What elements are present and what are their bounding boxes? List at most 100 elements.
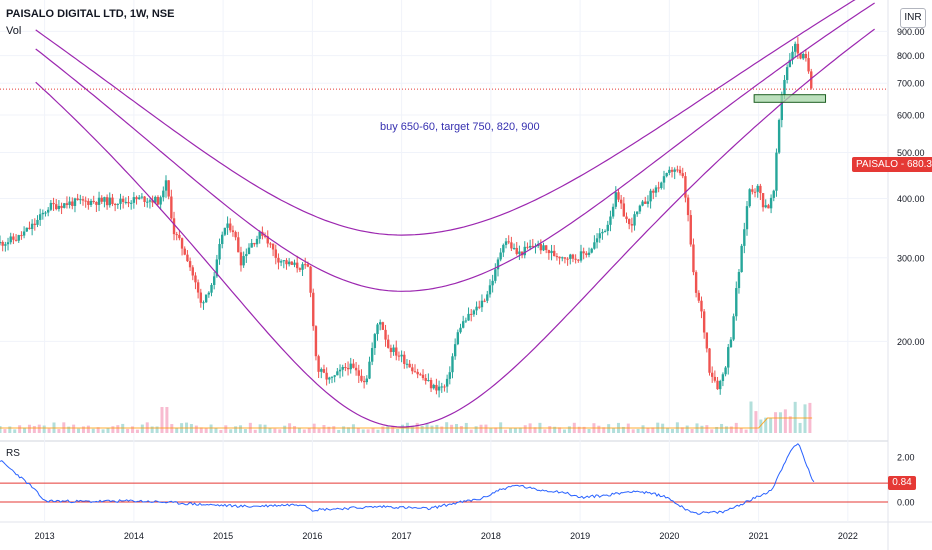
volume-bar: [131, 426, 135, 433]
candle-body: [76, 198, 79, 201]
volume-bar: [715, 426, 719, 433]
channel-curve: [35, 28, 875, 428]
candle-body: [411, 367, 414, 372]
candle-body: [419, 374, 422, 376]
candle-body: [269, 243, 272, 245]
candle-body: [12, 236, 15, 240]
candle-body: [641, 201, 644, 206]
candle-body: [684, 176, 687, 198]
candle-body: [362, 380, 366, 383]
candle-body: [84, 200, 87, 202]
volume-bar: [307, 428, 311, 433]
candle-body: [502, 244, 505, 253]
time-tick-label: 2015: [213, 531, 233, 541]
candle-body: [111, 197, 114, 205]
candle-body: [378, 322, 382, 325]
price-axis-bg: [888, 0, 932, 550]
candle-body: [662, 176, 666, 183]
candle-body: [566, 258, 569, 260]
candle-body: [14, 239, 18, 241]
candle-body: [558, 256, 561, 259]
volume-bar: [175, 427, 179, 433]
candle-body: [453, 344, 457, 357]
candle-body: [44, 212, 47, 214]
candle-body: [204, 294, 208, 303]
candle-body: [772, 190, 775, 198]
candle-body: [432, 384, 435, 389]
candle-body: [180, 238, 184, 249]
price-tick-label: 700.00: [897, 79, 925, 89]
volume-bar: [126, 428, 130, 433]
candle-body: [710, 372, 714, 377]
candle-body: [459, 327, 462, 333]
volume-bar: [562, 429, 566, 433]
candle-body: [397, 355, 401, 357]
candle-body: [354, 367, 358, 371]
candle-body: [293, 262, 296, 265]
candle-body: [542, 245, 545, 251]
candle-body: [724, 367, 727, 375]
candle-body: [550, 250, 553, 254]
volume-bar: [106, 428, 110, 433]
candle-body: [170, 196, 173, 219]
candle-body: [242, 256, 245, 266]
currency-button[interactable]: INR: [900, 8, 926, 28]
candle-body: [729, 339, 733, 348]
candle-body: [389, 347, 393, 353]
candle-body: [154, 196, 157, 203]
candle-body: [221, 234, 224, 245]
volume-bar: [489, 428, 493, 433]
candle-body: [775, 152, 778, 191]
candle-body: [614, 192, 617, 207]
volume-bar: [798, 422, 802, 433]
volume-bar: [582, 426, 586, 433]
candle-body: [451, 356, 454, 373]
candle-body: [309, 266, 312, 293]
candle-body: [207, 292, 211, 295]
candle-body: [555, 256, 559, 258]
candle-body: [788, 59, 792, 68]
candle-body: [135, 197, 138, 200]
candle-body: [167, 180, 170, 197]
candle-body: [756, 185, 759, 192]
candle-body: [413, 371, 417, 373]
volume-bar: [273, 428, 277, 433]
candle-body: [373, 334, 377, 349]
candle-body: [633, 214, 636, 226]
candle-body: [159, 197, 162, 205]
candle-body: [780, 94, 783, 121]
candle-body: [357, 370, 360, 376]
candle-body: [461, 321, 465, 328]
candle-body: [470, 313, 473, 315]
volume-bar: [685, 425, 689, 433]
candle-body: [561, 257, 564, 259]
candle-body: [689, 215, 692, 245]
candle-body: [622, 203, 626, 217]
candle-body: [523, 246, 526, 256]
volume-bar: [396, 429, 400, 433]
time-tick-label: 2017: [392, 531, 412, 541]
candle-body: [164, 180, 168, 191]
candle-body: [553, 250, 556, 257]
candle-body: [753, 191, 757, 193]
candle-body: [22, 231, 26, 236]
candle-body: [328, 377, 331, 380]
candle-body: [625, 216, 628, 220]
candle-body: [387, 339, 390, 348]
candle-body: [229, 223, 232, 231]
candle-body: [464, 320, 468, 322]
candle-body: [547, 250, 551, 254]
candle-body: [287, 261, 291, 265]
candle-body: [606, 224, 609, 231]
candle-body: [539, 243, 543, 251]
volume-bar: [543, 429, 547, 433]
candle-body: [611, 206, 615, 217]
volume-bar: [18, 425, 22, 433]
candle-body: [515, 247, 518, 254]
volume-bar: [27, 424, 31, 433]
candle-body: [60, 205, 63, 208]
candle-body: [587, 252, 591, 255]
volume-bar: [567, 426, 571, 433]
candle-body: [36, 219, 39, 225]
